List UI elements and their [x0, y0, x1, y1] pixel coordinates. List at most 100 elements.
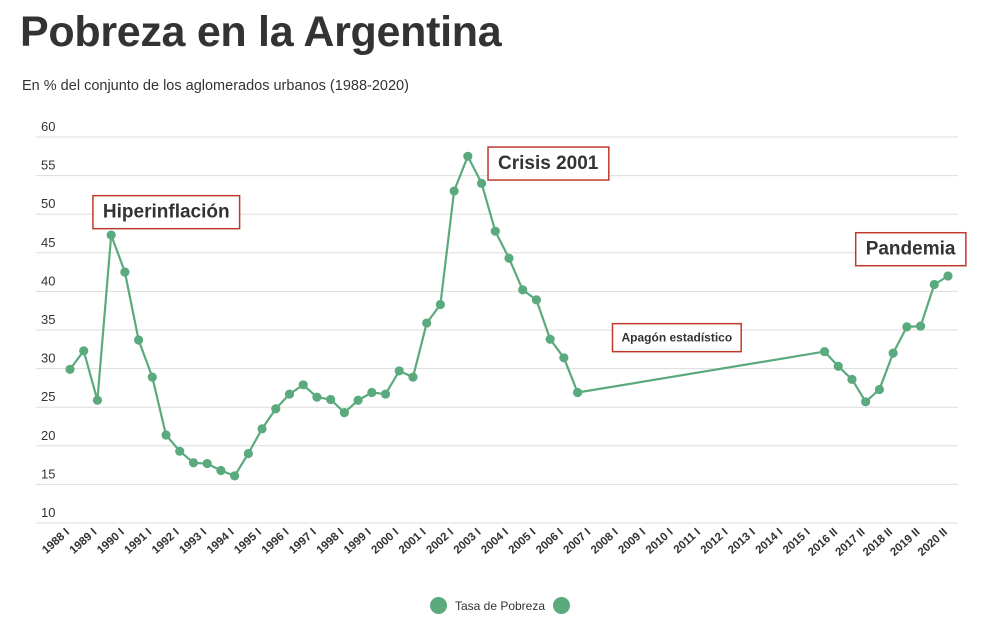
x-tick-label: 2011 I — [672, 526, 703, 556]
x-tick-label: 1998 I — [315, 526, 347, 556]
x-tick-label: 2017 II — [834, 526, 868, 558]
data-point — [531, 295, 542, 305]
data-point — [161, 430, 171, 440]
x-tick-label: 2000 I — [369, 526, 401, 556]
data-point — [271, 404, 281, 414]
annotation-label: Crisis 2001 — [498, 153, 599, 174]
data-point — [380, 389, 391, 399]
data-point — [504, 253, 514, 263]
data-point — [394, 366, 404, 376]
x-tick-label: 1997 I — [287, 526, 319, 556]
data-point — [79, 346, 89, 356]
data-point — [915, 321, 926, 331]
x-tick-label: 1995 I — [232, 526, 264, 556]
annotation-box — [487, 146, 610, 181]
x-tick-label: 2020 II — [916, 526, 950, 558]
x-tick-label: 2014 I — [754, 526, 786, 556]
y-tick-label: 55 — [41, 158, 55, 173]
x-tick-label: 2001 I — [397, 526, 429, 556]
data-point — [284, 389, 295, 399]
x-tick-label: 1999 I — [342, 526, 374, 556]
x-tick-label: 2007 I — [562, 526, 594, 556]
gridlines — [36, 136, 958, 524]
y-tick-label: 35 — [41, 312, 55, 327]
data-point — [175, 446, 185, 456]
data-point — [216, 465, 226, 476]
annotation: Crisis 2001 — [487, 146, 610, 181]
annotation-label: Apagón estadístico — [621, 331, 732, 345]
data-point — [449, 186, 459, 196]
x-tick-label: 2006 I — [534, 526, 566, 556]
y-tick-label: 60 — [41, 119, 55, 134]
x-tick-label: 2010 I — [644, 526, 676, 556]
data-point — [476, 178, 487, 188]
legend-marker-left — [429, 597, 447, 614]
x-tick-label: 1996 I — [260, 526, 292, 556]
data-point — [408, 372, 418, 382]
data-point — [847, 374, 857, 385]
y-tick-label: 30 — [41, 351, 55, 366]
chart-title: Pobreza en la Argentina — [20, 8, 502, 56]
data-point — [339, 408, 349, 418]
data-point — [230, 471, 240, 481]
annotation: Hiperinflación — [92, 194, 241, 230]
annotation: Apagón estadístico — [611, 322, 742, 353]
data-point — [133, 335, 144, 345]
data-point — [188, 458, 199, 468]
x-tick-label: 2003 I — [452, 526, 484, 556]
data-point — [202, 458, 212, 469]
y-tick-label: 45 — [41, 235, 55, 250]
data-point — [572, 387, 583, 398]
data-point — [353, 395, 363, 405]
annotation-box — [611, 322, 742, 353]
data-point — [106, 230, 116, 240]
legend-label: Tasa de Pobreza — [454, 598, 546, 613]
y-tick-label: 10 — [41, 505, 55, 520]
chart-subtitle: En % del conjunto de los aglomerados urb… — [22, 78, 409, 94]
data-point — [147, 372, 157, 382]
data-point — [545, 334, 555, 344]
data-point — [888, 348, 898, 358]
annotation-box — [854, 231, 967, 267]
data-point — [298, 380, 308, 390]
x-tick-label: 2019 II — [888, 526, 922, 558]
annotation-box — [92, 194, 241, 230]
y-tick-label: 50 — [41, 196, 55, 211]
data-point — [422, 318, 432, 328]
annotations: Hiperinflación Crisis 2001 Apagón estadíst… — [92, 146, 967, 353]
x-tick-label: 2002 I — [424, 526, 456, 556]
data-point — [874, 384, 885, 395]
x-tick-label: 2012 I — [699, 526, 731, 556]
legend: Tasa de Pobreza — [0, 597, 1000, 619]
annotation-label: Pandemia — [866, 239, 956, 260]
data-point — [120, 267, 130, 277]
poverty-series — [65, 151, 953, 481]
x-tick-label: 1988 I — [40, 526, 72, 556]
data-point — [943, 271, 953, 281]
x-tick-label: 2004 I — [479, 526, 511, 556]
data-point — [518, 285, 528, 295]
x-tick-label: 2018 II — [861, 526, 895, 558]
x-tick-label: 2016 II — [806, 526, 840, 558]
data-point — [929, 279, 939, 290]
x-tick-label: 1994 I — [205, 526, 237, 556]
data-point — [463, 151, 473, 161]
x-tick-label: 1993 I — [177, 526, 209, 556]
y-tick-label: 15 — [41, 466, 55, 481]
data-point — [312, 392, 322, 402]
x-tick-label: 2008 I — [589, 526, 621, 556]
data-point — [833, 361, 843, 371]
data-point — [902, 322, 912, 332]
y-axis-ticks: 10 15 20 25 30 35 40 45 50 55 60 — [41, 119, 55, 520]
x-tick-label: 2009 I — [616, 526, 648, 556]
data-point — [490, 226, 500, 236]
y-tick-label: 20 — [41, 428, 55, 443]
data-point — [92, 395, 103, 405]
annotation-label: Hiperinflación — [103, 202, 230, 223]
x-tick-label: 1989 I — [68, 526, 100, 556]
x-tick-label: 2013 I — [726, 526, 758, 556]
data-point — [326, 394, 336, 405]
data-point — [819, 347, 830, 357]
